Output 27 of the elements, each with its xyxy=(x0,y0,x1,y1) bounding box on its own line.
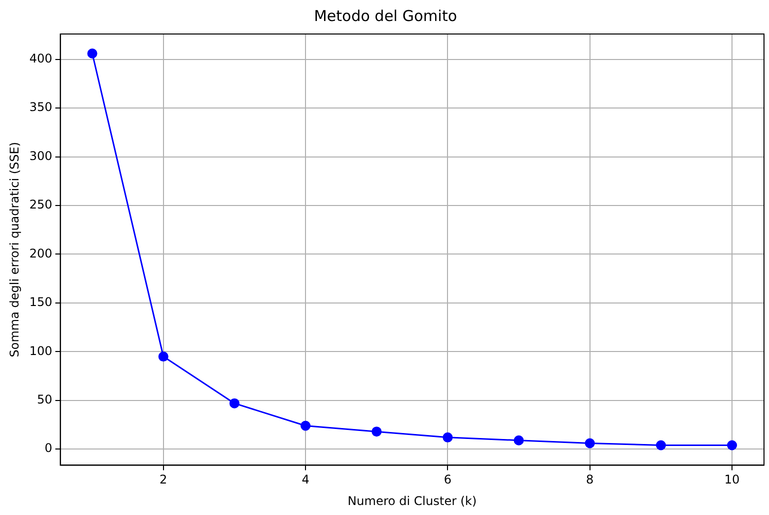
point xyxy=(372,426,382,437)
point xyxy=(514,435,524,446)
y-tick-label: 200 xyxy=(29,246,52,260)
point xyxy=(656,440,666,450)
x-tick-label: 6 xyxy=(444,472,452,487)
x-tick-label: 4 xyxy=(302,472,310,487)
x-tick-label: 8 xyxy=(586,472,594,487)
point xyxy=(442,432,453,442)
x-tick-label: 2 xyxy=(160,472,168,487)
y-tick-label: 150 xyxy=(29,295,52,310)
point xyxy=(87,48,98,58)
y-tick-label: 0 xyxy=(44,441,52,456)
y-tick-label: 300 xyxy=(29,148,52,163)
y-tick-label: 350 xyxy=(29,100,52,114)
y-tick-label: 250 xyxy=(29,198,52,212)
point xyxy=(300,420,311,431)
point xyxy=(584,438,595,448)
y-axis-title: Somma degli errori quadratici (SSE) xyxy=(7,142,22,358)
y-tick-label: 100 xyxy=(29,344,52,358)
x-tick-label: 10 xyxy=(724,472,740,487)
y-tick-label: 400 xyxy=(29,51,52,66)
point xyxy=(727,440,738,450)
point xyxy=(229,398,240,408)
x-axis-title: Numero di Cluster (k) xyxy=(348,494,477,508)
point xyxy=(158,352,168,362)
y-tick-label: 50 xyxy=(37,392,52,407)
chart-title: Metodo del Gomito xyxy=(314,6,458,25)
